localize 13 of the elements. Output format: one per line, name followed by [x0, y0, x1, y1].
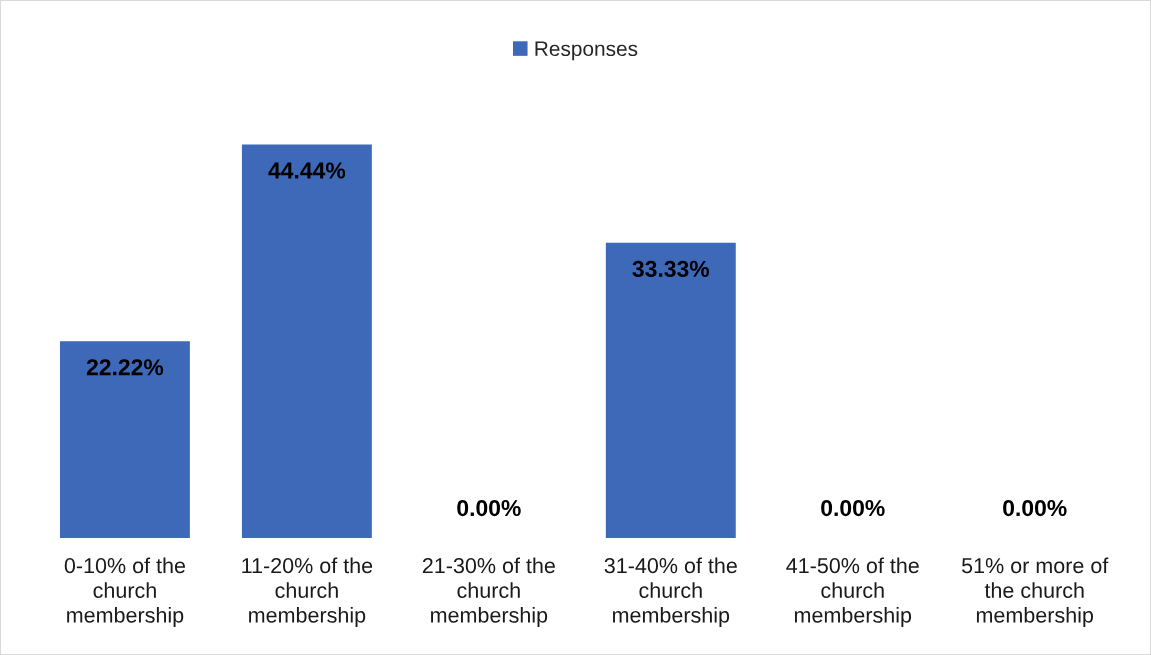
data-label: 0.00% [821, 499, 885, 517]
data-label: 0.00% [1003, 499, 1067, 517]
x-tick-label: 31-40% of the church membership [604, 557, 737, 628]
data-label: 33.33% [632, 260, 710, 278]
data-label: 0.00% [457, 499, 521, 517]
x-tick-label: 21-30% of the church membership [422, 557, 555, 628]
data-label: 22.22% [86, 359, 164, 376]
legend-label: Responses [535, 41, 638, 61]
x-tick-label: 0-10% of the church membership [64, 557, 186, 628]
x-tick-label: 41-50% of the church membership [786, 557, 919, 628]
x-tick-label: 11-20% of the church membership [242, 557, 373, 628]
x-tick-label: 51% or more of the church membership [961, 557, 1109, 628]
data-label: 44.44% [268, 162, 346, 179]
